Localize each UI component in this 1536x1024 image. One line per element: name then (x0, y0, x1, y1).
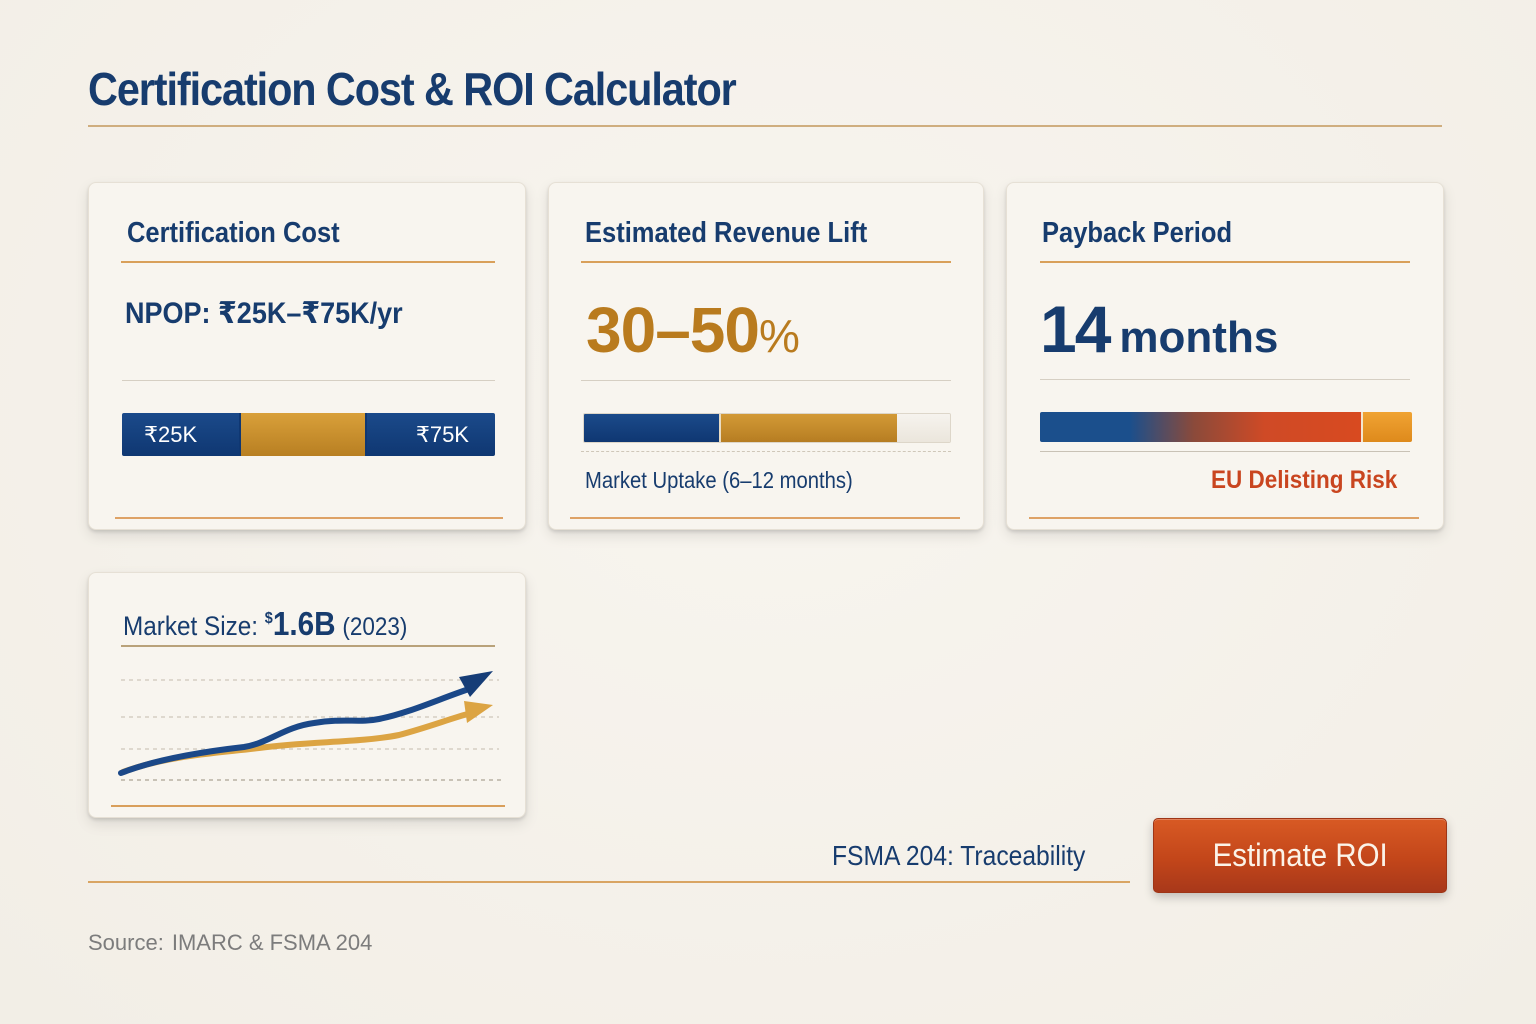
estimate-roi-button[interactable]: Estimate ROI (1153, 818, 1447, 893)
divider (121, 645, 495, 647)
segment-gap (719, 414, 722, 442)
divider (1040, 261, 1410, 263)
range-middle-segment (239, 413, 367, 456)
risk-tail-segment (1363, 412, 1412, 442)
uptake-segment-navy (584, 414, 720, 442)
divider (121, 261, 495, 263)
fsma-regulation-label: FSMA 204: Traceability (832, 840, 1086, 871)
divider (581, 380, 951, 381)
card-bottom-rule (111, 805, 505, 807)
market-growth-chart (118, 671, 501, 781)
range-max-segment: ₹75K (367, 413, 495, 456)
card-bottom-rule (570, 517, 960, 519)
segment-gap (1361, 412, 1363, 442)
title-divider (88, 125, 1442, 127)
certification-cost-card: Certification Cost NPOP: ₹25K–₹75K/yr ₹2… (88, 182, 526, 530)
divider (1040, 379, 1410, 380)
delisting-risk-bar (1040, 412, 1412, 442)
payback-value: 14 months (1040, 291, 1278, 367)
card-title: Estimated Revenue Lift (585, 217, 868, 249)
lift-unit: % (758, 310, 800, 362)
divider (581, 261, 951, 263)
gold-trend-line (120, 710, 474, 775)
market-size-label: Market Size: (123, 611, 259, 641)
revenue-lift-card: Estimated Revenue Lift 30–50% Market Upt… (548, 182, 984, 530)
card-title: Payback Period (1042, 217, 1233, 249)
blue-arrow-head (459, 671, 493, 697)
lift-number: 30–50 (586, 294, 760, 366)
payback-number: 14 (1040, 292, 1111, 366)
chart-gridlines (121, 679, 501, 781)
market-uptake-caption: Market Uptake (6–12 months) (585, 467, 853, 493)
blue-trend-line (118, 686, 472, 776)
card-bottom-rule (115, 517, 503, 519)
range-min-segment: ₹25K (122, 413, 239, 456)
eu-delisting-risk-label: EU Delisting Risk (1211, 466, 1398, 494)
source-note: Source: IMARC & FSMA 204 (88, 930, 372, 956)
footer-divider (88, 881, 1130, 883)
market-size-value: 1.6B (272, 605, 336, 642)
divider (1040, 451, 1410, 452)
market-size-title: Market Size: $1.6B (2023) (123, 605, 407, 643)
market-size-card: Market Size: $1.6B (2023) (88, 572, 526, 818)
card-title: Certification Cost (127, 217, 340, 249)
source-label: Source: (88, 930, 164, 955)
uptake-segment-gold (721, 414, 898, 442)
divider (122, 380, 495, 381)
uptake-segment-remaining (897, 414, 950, 442)
card-bottom-rule (1029, 517, 1419, 519)
payback-unit: months (1119, 313, 1279, 362)
range-max-label: ₹75K (415, 421, 469, 447)
market-uptake-bar (583, 413, 951, 443)
divider (581, 451, 951, 452)
cost-range-bar: ₹25K ₹75K (122, 413, 495, 456)
currency-symbol: $ (264, 610, 273, 627)
gold-arrow-head (464, 701, 493, 723)
estimate-roi-label: Estimate ROI (1212, 837, 1388, 873)
market-size-year: (2023) (342, 613, 408, 641)
payback-period-card: Payback Period 14 months EU Delisting Ris… (1006, 182, 1444, 530)
range-min-label: ₹25K (144, 421, 198, 447)
risk-gradient-segment (1040, 412, 1361, 442)
revenue-lift-value: 30–50% (586, 293, 800, 367)
source-text: IMARC & FSMA 204 (171, 930, 373, 955)
page-title: Certification Cost & ROI Calculator (88, 63, 737, 115)
cost-value: NPOP: ₹25K–₹75K/yr (125, 297, 403, 330)
